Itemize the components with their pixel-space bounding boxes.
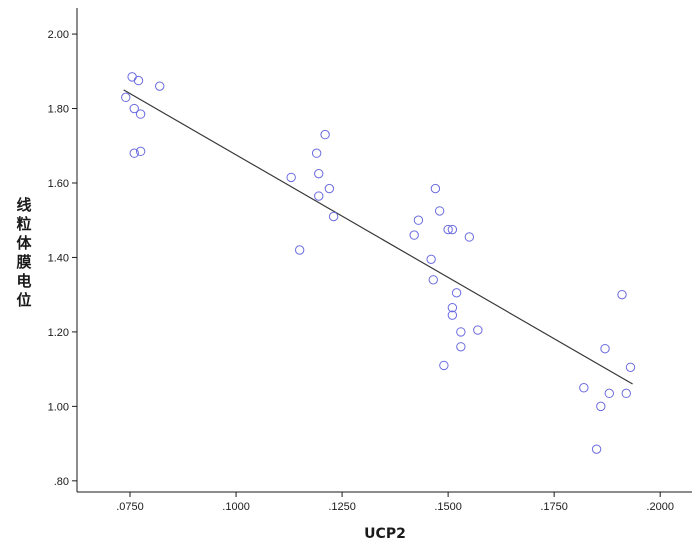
data-point [121, 92, 131, 103]
data-point [133, 75, 144, 86]
y-tick-label: 1.40 [48, 252, 69, 264]
data-point [328, 211, 339, 222]
data-point [314, 191, 324, 201]
data-point [324, 183, 335, 194]
y-tick-label: 1.60 [48, 178, 69, 190]
data-point [320, 129, 330, 140]
data-point [591, 444, 602, 454]
data-point [135, 109, 146, 119]
data-point [155, 81, 165, 91]
data-point [600, 343, 610, 354]
data-point [451, 288, 462, 298]
x-axis-label: UCP2 [364, 526, 406, 542]
y-axis-label: 线粒体膜电位 [16, 196, 32, 309]
data-point [617, 289, 627, 300]
data-point [129, 103, 139, 114]
data-point [434, 206, 445, 216]
data-point [127, 72, 137, 82]
data-point [430, 183, 441, 194]
data-point [294, 245, 305, 255]
y-ticks: .80 1.00 1.20 1.40 1.60 1.80 2.00 [48, 29, 77, 488]
x-tick-label: .0750 [116, 501, 144, 513]
data-point [621, 388, 631, 399]
data-point [447, 224, 458, 235]
data-point [447, 303, 458, 313]
y-tick-label: 1.00 [48, 401, 69, 413]
y-tick-label: 2.00 [48, 29, 69, 41]
x-tick-label: .1750 [540, 501, 568, 513]
x-tick-label: .2000 [646, 501, 674, 513]
fit-line [123, 89, 633, 385]
data-point [596, 401, 606, 412]
data-point [426, 254, 436, 265]
x-tick-label: .1500 [434, 501, 462, 513]
data-point [413, 215, 424, 225]
data-point [443, 224, 453, 235]
data-point [314, 168, 324, 179]
data-point [129, 148, 139, 158]
data-point [625, 362, 636, 372]
x-tick-label: .1250 [328, 501, 356, 513]
fit-line-layer [123, 89, 633, 385]
data-points [121, 72, 636, 454]
data-point [135, 146, 146, 157]
x-ticks: .0750 .1000 .1250 .1500 .1750 .2000 [116, 492, 674, 513]
data-point [473, 325, 483, 335]
axes [76, 8, 692, 493]
data-point [456, 327, 466, 337]
data-point [439, 360, 449, 371]
data-point [428, 275, 438, 285]
data-point [286, 172, 296, 183]
data-point [447, 310, 458, 320]
data-point [456, 342, 466, 352]
x-tick-label: .1000 [222, 501, 250, 513]
data-point [579, 383, 589, 393]
y-tick-label: 1.20 [48, 327, 69, 339]
data-point [604, 388, 614, 399]
data-point [311, 148, 322, 158]
data-point [464, 232, 475, 242]
data-point [409, 230, 419, 240]
y-tick-label: 1.80 [48, 104, 69, 116]
y-tick-label: .80 [54, 476, 69, 488]
